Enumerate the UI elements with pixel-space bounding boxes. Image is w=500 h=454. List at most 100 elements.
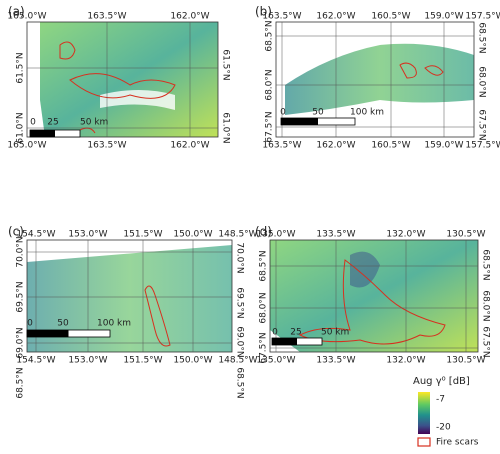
scale-bar-black	[27, 330, 69, 337]
left-tick-label: 67.5°N	[259, 332, 269, 363]
map-frame	[269, 239, 479, 353]
fire-scar	[144, 285, 171, 347]
left-tick-label: 68.5°N	[259, 250, 269, 281]
scale-bar-black	[30, 130, 55, 137]
right-tick-label: 67.5°N	[481, 326, 491, 357]
scale-bar-black	[281, 118, 318, 125]
panel-label: (c)	[8, 225, 24, 239]
right-tick-label: 68.5°N	[235, 367, 245, 398]
bottom-tick-label: 162.0°W	[170, 141, 209, 151]
legend-title: Aug γ⁰ [dB]	[413, 376, 470, 387]
left-tick-label: 69.5°N	[16, 281, 26, 312]
colorbar-max: -7	[436, 395, 445, 405]
top-tick-label: 132.0°W	[386, 230, 425, 240]
map-frame	[26, 21, 219, 138]
left-tick-label: 68.0°N	[265, 69, 275, 100]
map-c	[27, 245, 232, 352]
map-b	[285, 43, 474, 115]
right-tick-label: 68.0°N	[477, 66, 487, 97]
legend: Aug γ⁰ [dB] -7 -20 Fire scars	[413, 376, 479, 448]
bottom-tick-label: 154.5°W	[16, 356, 55, 366]
top-tick-label: 150.0°W	[173, 230, 212, 240]
top-tick-label: 154.5°W	[16, 230, 55, 240]
scale-label: 50	[57, 319, 69, 329]
left-tick-label: 61.5°N	[16, 52, 26, 83]
scale-label: 25	[47, 118, 58, 128]
bottom-tick-label: 151.5°W	[123, 356, 162, 366]
top-tick-label: 163.5°W	[87, 12, 126, 22]
top-tick-label: 165.0°W	[7, 12, 46, 22]
map-d	[270, 240, 478, 352]
right-tick-label: 67.5°N	[477, 109, 487, 140]
bottom-tick-label: 159.0°W	[424, 141, 463, 151]
top-tick-label: 148.5°W	[218, 230, 257, 240]
bottom-tick-label: 163.5°W	[262, 141, 301, 151]
legend-fire: Fire scars	[436, 438, 479, 448]
scale-label: 0	[27, 319, 33, 329]
scale-label: 100 km	[97, 319, 131, 329]
bottom-tick-label: 165.0°W	[7, 141, 46, 151]
right-tick-label: 61.5°N	[221, 49, 231, 80]
fire-scar	[399, 62, 444, 79]
right-tick-label: 68.5°N	[481, 249, 491, 280]
bottom-tick-label: 148.5°W	[218, 356, 257, 366]
map-a	[40, 22, 218, 137]
water	[100, 90, 175, 110]
top-tick-label: 135.0°W	[256, 230, 295, 240]
left-tick-label: 68.5°N	[16, 367, 26, 398]
right-tick-label: 69.5°N	[235, 287, 245, 318]
top-tick-label: 133.5°W	[316, 230, 355, 240]
left-tick-label: 67.5°N	[265, 111, 275, 142]
top-tick-label: 130.5°W	[446, 230, 485, 240]
scale-label: 0	[30, 118, 36, 128]
right-tick-label: 61.0°N	[221, 112, 231, 143]
fire-scar	[298, 259, 446, 345]
map-frame	[275, 21, 475, 138]
bottom-tick-label: 157.5°W	[465, 141, 500, 151]
panel-label: (b)	[255, 5, 272, 19]
right-tick-label: 70.0°N	[235, 242, 245, 273]
scale-label: 0	[280, 108, 286, 118]
right-tick-label: 69.0°N	[235, 326, 245, 357]
bottom-tick-label: 130.5°W	[446, 356, 485, 366]
scale-label: 0	[272, 328, 278, 338]
dark-area	[350, 251, 380, 288]
scale-label: 50 km	[321, 328, 349, 338]
bottom-tick-label: 132.0°W	[386, 356, 425, 366]
imagery	[27, 22, 478, 352]
top-tick-label: 151.5°W	[123, 230, 162, 240]
right-tick-label: 68.5°N	[477, 22, 487, 53]
left-tick-label: 69.0°N	[16, 327, 26, 358]
bottom-tick-label: 135.0°W	[256, 356, 295, 366]
scale-label: 50 km	[80, 118, 108, 128]
bottom-tick-label: 162.0°W	[316, 141, 355, 151]
panel-label: (d)	[255, 225, 272, 239]
top-tick-label: 153.0°W	[68, 230, 107, 240]
left-tick-label: 61.0°N	[16, 112, 26, 143]
left-tick-label: 68.5°N	[265, 20, 275, 51]
bottom-tick-label: 133.5°W	[316, 356, 355, 366]
scale-label: 50	[312, 108, 324, 118]
left-tick-label: 68.0°N	[259, 292, 269, 323]
top-tick-label: 157.5°W	[465, 12, 500, 22]
scale-label: 25	[290, 328, 301, 338]
map-frame	[26, 239, 233, 353]
right-tick-label: 68.0°N	[481, 290, 491, 321]
bottom-tick-label: 163.5°W	[87, 141, 126, 151]
top-tick-label: 162.0°W	[316, 12, 355, 22]
top-tick-label: 159.0°W	[424, 12, 463, 22]
fire-swatch	[417, 437, 431, 447]
bottom-tick-label: 153.0°W	[68, 356, 107, 366]
colorbar	[418, 392, 430, 434]
scale-bar-black	[272, 338, 297, 345]
top-tick-label: 162.0°W	[170, 12, 209, 22]
scale-label: 100 km	[350, 108, 384, 118]
left-tick-label: 70.0°N	[16, 236, 26, 267]
bottom-tick-label: 150.0°W	[173, 356, 212, 366]
panel-label: (a)	[8, 5, 25, 19]
top-tick-label: 160.5°W	[371, 12, 410, 22]
bottom-tick-label: 160.5°W	[371, 141, 410, 151]
colorbar-min: -20	[436, 423, 451, 433]
top-tick-label: 163.5°W	[262, 12, 301, 22]
